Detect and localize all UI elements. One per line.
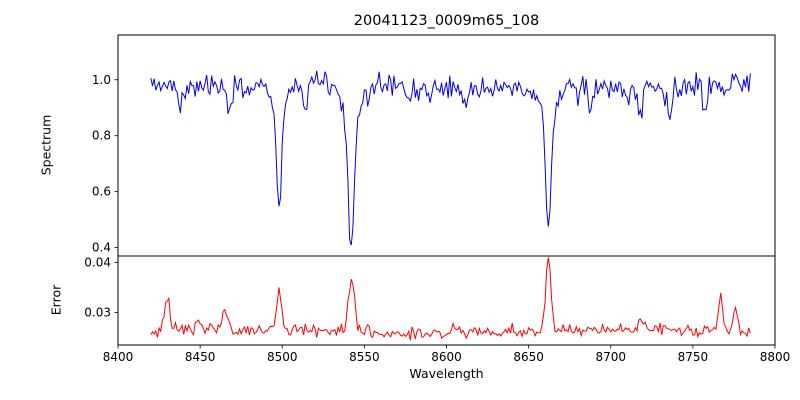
x-tick-label: 8400 xyxy=(103,350,134,364)
chart-title: 20041123_0009m65_108 xyxy=(353,13,540,29)
spectrum-y-tick-label: 1.0 xyxy=(92,73,111,87)
x-tick-label: 8550 xyxy=(349,350,380,364)
x-tick-label: 8450 xyxy=(185,350,216,364)
x-axis-label: Wavelength xyxy=(409,366,484,381)
spectrum-axes xyxy=(117,34,776,257)
x-tick-label: 8700 xyxy=(595,350,626,364)
x-tick-label: 8650 xyxy=(513,350,544,364)
spectrum-line xyxy=(150,70,751,246)
x-tick-label: 8750 xyxy=(678,350,709,364)
spectrum-y-tick-label: 0.6 xyxy=(92,185,111,199)
x-tick-label: 8800 xyxy=(760,350,791,364)
error-y-tick-label: 0.03 xyxy=(84,306,111,320)
x-tick-label: 8600 xyxy=(431,350,462,364)
spectrum-y-tick-label: 0.8 xyxy=(92,129,111,143)
x-tick-label: 8500 xyxy=(267,350,298,364)
spectrum-y-tick-label: 0.4 xyxy=(92,241,111,255)
error-y-tick-label: 0.04 xyxy=(84,256,111,270)
error-line xyxy=(150,257,751,341)
